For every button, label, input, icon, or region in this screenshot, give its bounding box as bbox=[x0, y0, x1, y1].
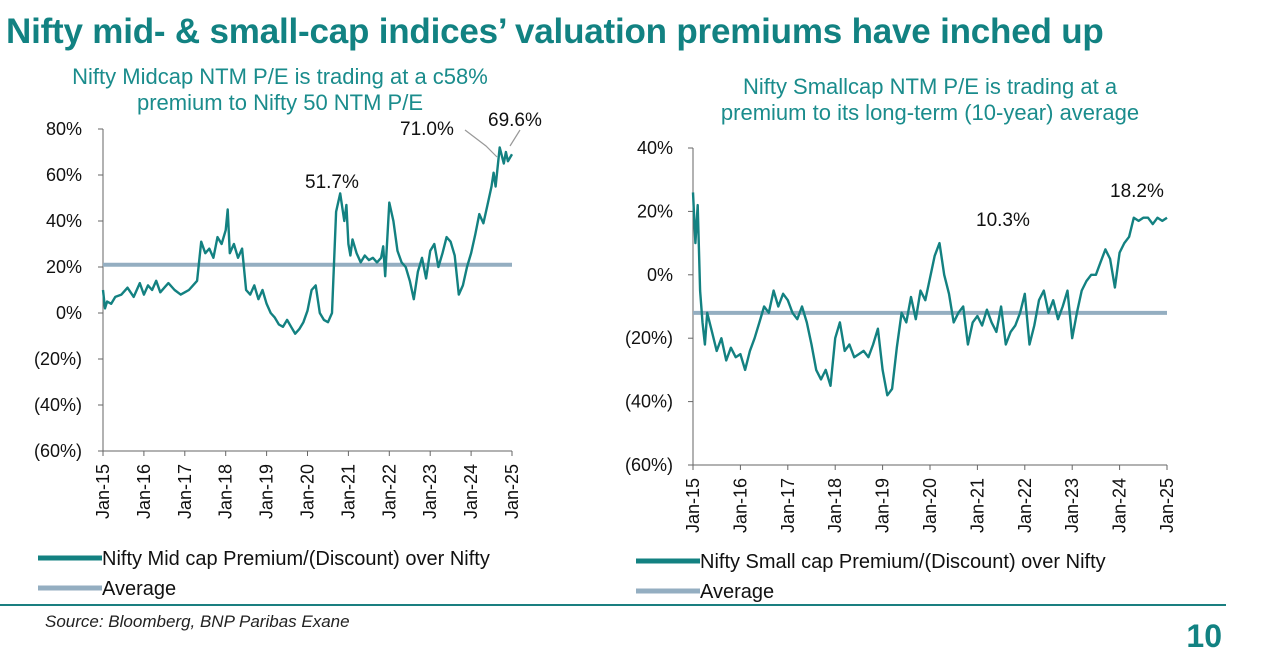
midcap-y-tick-label: (20%) bbox=[34, 349, 82, 369]
page-number: 10 bbox=[1186, 618, 1222, 654]
midcap-x-tick-label: Jan-15 bbox=[93, 464, 113, 519]
midcap-y-tick-label: (40%) bbox=[34, 395, 82, 415]
midcap-x-tick-label: Jan-19 bbox=[257, 464, 277, 519]
midcap-y-tick-label: (60%) bbox=[34, 441, 82, 461]
midcap-y-tick-label: 20% bbox=[46, 257, 82, 277]
midcap-y-tick-label: 60% bbox=[46, 165, 82, 185]
chart-left-title: Nifty Midcap NTM P/E is trading at a c58… bbox=[20, 64, 540, 116]
midcap-y-tick-label: 0% bbox=[56, 303, 82, 323]
midcap-y-tick-label: 80% bbox=[46, 119, 82, 139]
midcap-legend-label-average: Average bbox=[102, 578, 176, 600]
footer-rule bbox=[0, 604, 1226, 606]
midcap-x-tick-label: Jan-21 bbox=[338, 464, 358, 519]
midcap-annotation-label: 51.7% bbox=[305, 172, 359, 193]
midcap-annotation-label: 69.6% bbox=[488, 110, 542, 131]
midcap-annotation-label: 71.0% bbox=[400, 119, 454, 140]
chart-right-title-line-2: premium to its long-term (10-year) avera… bbox=[720, 100, 1140, 125]
midcap-x-tick-label: Jan-22 bbox=[379, 464, 399, 519]
midcap-annotation-leader bbox=[509, 129, 521, 147]
chart-right-title: Nifty Smallcap NTM P/E is trading at a p… bbox=[650, 74, 1210, 126]
midcap-x-tick-label: Jan-17 bbox=[175, 464, 195, 519]
source-note: Source: Bloomberg, BNP Paribas Exane bbox=[45, 612, 350, 631]
midcap-annotation-leader bbox=[464, 129, 498, 158]
midcap-y-tick-label: 40% bbox=[46, 211, 82, 231]
page-title: Nifty mid- & small-cap indices’ valuatio… bbox=[6, 12, 1104, 51]
chart-left-title-line-1: Nifty Midcap NTM P/E is trading at a c58… bbox=[72, 64, 488, 89]
midcap-x-tick-label: Jan-20 bbox=[298, 464, 318, 519]
midcap-x-tick-label: Jan-16 bbox=[134, 464, 154, 519]
midcap-premium-line bbox=[101, 146, 514, 335]
chart-left-title-line-2: premium to Nifty 50 NTM P/E bbox=[136, 90, 424, 115]
midcap-legend-label-series: Nifty Mid cap Premium/(Discount) over Ni… bbox=[102, 548, 490, 570]
midcap-x-tick-label: Jan-24 bbox=[461, 464, 481, 519]
midcap-x-tick-label: Jan-18 bbox=[216, 464, 236, 519]
chart-right-title-line-1: Nifty Smallcap NTM P/E is trading at a bbox=[742, 74, 1118, 99]
midcap-x-tick-label: Jan-23 bbox=[420, 464, 440, 519]
midcap-x-tick-label: Jan-25 bbox=[502, 464, 522, 519]
